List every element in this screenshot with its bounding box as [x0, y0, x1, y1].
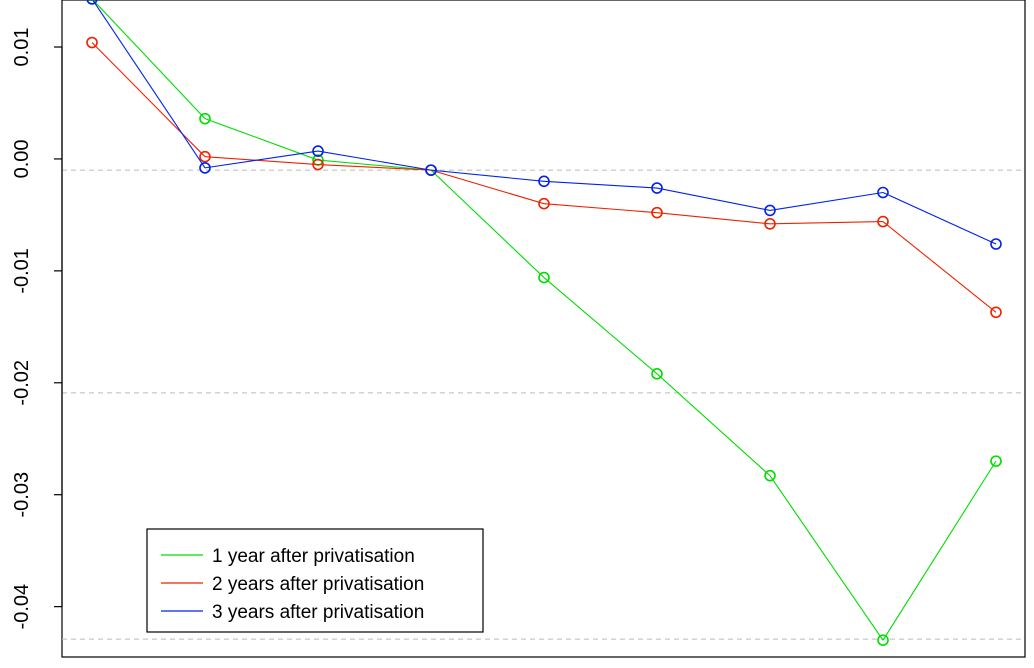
legend-label-1: 1 year after privatisation	[212, 546, 415, 567]
series-1-segment	[656, 373, 771, 477]
series-3-point	[764, 204, 776, 217]
series-3-point	[651, 182, 663, 194]
series-3-point	[877, 186, 889, 199]
series-1-point	[651, 368, 663, 380]
y-tick-label: -0.04	[11, 584, 33, 630]
series-2-point	[312, 158, 324, 171]
series-3-segment	[204, 150, 319, 169]
y-tick-label: -0.02	[11, 360, 33, 406]
series-1-point	[990, 455, 1002, 467]
series-2-point	[538, 197, 550, 210]
legend-box	[146, 528, 484, 633]
series-1-segment	[430, 169, 545, 278]
series-1-segment	[204, 118, 319, 161]
legend: 1 year after privatisation 2 years after …	[146, 528, 484, 633]
series-3-point	[199, 162, 211, 174]
series-2-point	[199, 150, 211, 163]
series-3-segment	[543, 180, 658, 189]
series-1-point	[764, 469, 776, 482]
series-layer	[86, 0, 1002, 647]
series-2-segment	[430, 169, 545, 205]
series-2-segment	[882, 221, 997, 313]
reference-lines	[62, 169, 1025, 640]
series-2-segment	[91, 42, 206, 158]
series-3	[86, 0, 1002, 250]
series-1-point	[538, 271, 550, 284]
series-3-segment	[92, 0, 206, 169]
series-1-segment	[317, 159, 432, 171]
series-3-point	[538, 175, 550, 188]
series-1-segment	[882, 460, 997, 641]
series-2-segment	[656, 212, 771, 225]
series-2-segment	[317, 163, 432, 171]
y-tick-label: 0.00	[11, 139, 33, 178]
series-3-segment	[430, 169, 545, 182]
series-2-point	[651, 206, 663, 219]
series-2-point	[990, 306, 1002, 319]
legend-label-3: 3 years after privatisation	[212, 602, 424, 623]
legend-label-2: 2 years after privatisation	[212, 574, 424, 595]
series-3-point	[990, 238, 1002, 250]
series-3-segment	[769, 191, 884, 211]
series-3-point	[86, 0, 98, 5]
series-1-segment	[543, 277, 658, 375]
y-tick-label: -0.01	[11, 248, 33, 294]
series-2-segment	[204, 156, 319, 166]
y-tick-label: 0.01	[11, 28, 33, 67]
series-2-point	[86, 36, 98, 49]
series-1-segment	[769, 475, 884, 641]
y-axis: 0.01 0.00 -0.01 -0.02 -0.03 -0.04	[11, 28, 63, 630]
series-2-point	[764, 218, 776, 230]
series-3-segment	[317, 150, 432, 171]
series-3-point	[312, 145, 324, 157]
series-1-point	[877, 634, 889, 647]
series-2-segment	[769, 221, 884, 225]
y-tick-label: -0.03	[11, 472, 33, 518]
series-3-point	[425, 164, 437, 176]
series-3-segment	[656, 187, 771, 211]
series-1-point	[199, 112, 211, 125]
series-3-segment	[882, 192, 997, 245]
series-2-point	[877, 215, 889, 228]
series-2-segment	[543, 203, 658, 214]
series-1-segment	[92, 0, 206, 120]
